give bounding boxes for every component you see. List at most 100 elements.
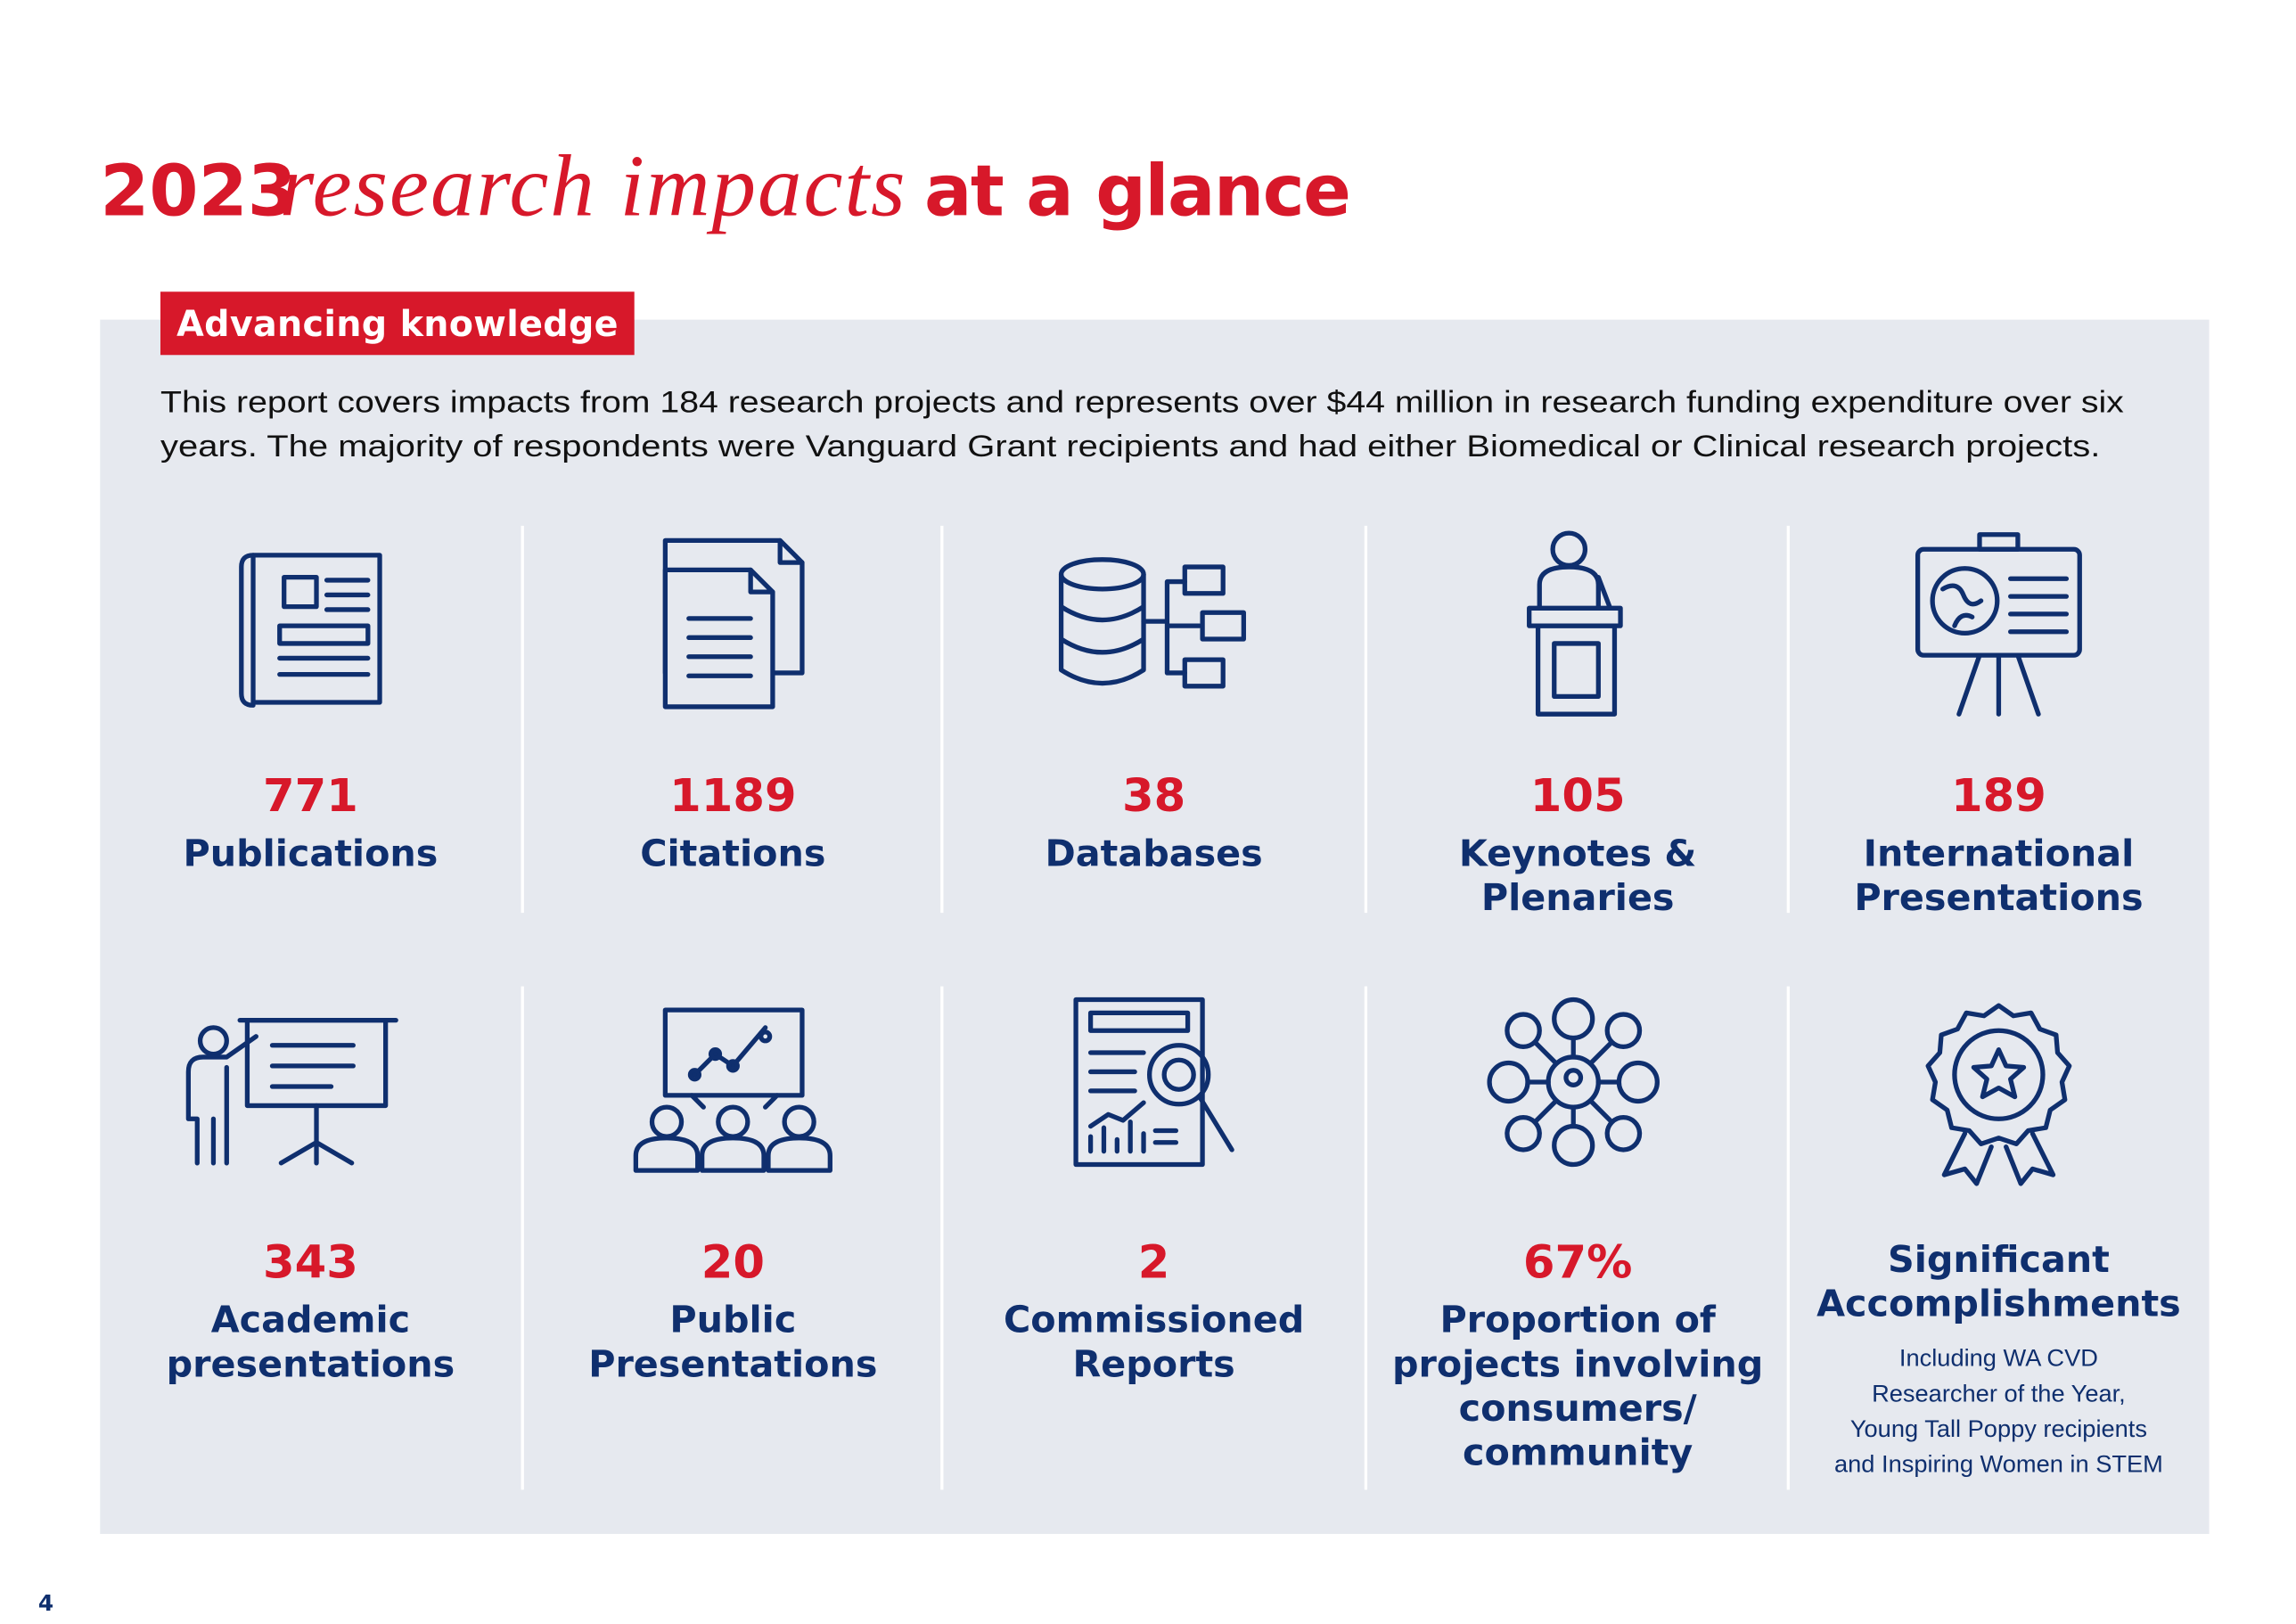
icon-reports-part	[1147, 1043, 1211, 1107]
stat-label: projects involving	[1392, 1342, 1763, 1385]
stat-value: 189	[1951, 769, 2046, 823]
title-script: research impacts	[280, 137, 906, 234]
icon-public-part	[662, 1007, 805, 1098]
icon-badge	[1925, 1003, 2072, 1186]
stat-label: Publications	[183, 832, 438, 874]
icon-reports-part	[1197, 1094, 1234, 1152]
icon-citations	[662, 537, 805, 709]
icon-keynotes-part	[1552, 641, 1601, 700]
title-rest: at a glance	[924, 149, 1351, 232]
icon-databases-part	[1182, 564, 1226, 596]
icon-international-part	[1956, 576, 2070, 717]
stat-note: Young Tall Poppy recipients	[1850, 1415, 2147, 1442]
icon-network-part	[1604, 1114, 1643, 1152]
stat-label: Public	[669, 1299, 796, 1341]
stat-label: Keynotes &	[1459, 832, 1697, 874]
icon-public-part	[692, 1025, 768, 1078]
stat-value: 771	[263, 769, 358, 823]
icon-network-part	[1505, 1012, 1542, 1050]
stat-label: Plenaries	[1481, 876, 1675, 919]
icon-badge-part	[1971, 1047, 2027, 1100]
icon-network-part	[1525, 1035, 1622, 1129]
icon-badge-part	[1941, 1131, 2056, 1186]
icon-network-part	[1505, 1114, 1542, 1152]
icon-network	[1487, 997, 1660, 1168]
dividers	[521, 525, 1790, 1490]
stat-label: Presentations	[588, 1342, 877, 1385]
icon-public	[633, 1007, 832, 1173]
icon-reports-part	[1073, 997, 1205, 1168]
icon-reports-part	[1087, 1100, 1179, 1154]
icon-public-part	[766, 1136, 832, 1173]
stat-note: and Inspiring Women in STEM	[1834, 1450, 2163, 1478]
stat-value: 2	[1138, 1236, 1170, 1290]
icon-reports-part	[1087, 1010, 1191, 1033]
icon-international	[1915, 532, 2082, 717]
page-number: 4	[38, 1590, 53, 1616]
icon-citations-part	[777, 537, 805, 565]
stat-label: Significant	[1888, 1238, 2110, 1281]
icon-databases-part	[1200, 610, 1246, 642]
intro-line: years. The majority of respondents were …	[160, 430, 2100, 463]
icon-academic	[185, 1018, 398, 1166]
icon-badge-part	[1925, 1003, 2072, 1147]
icon-publications-part	[250, 553, 382, 705]
icon-databases-part	[1141, 578, 1202, 676]
stat-value: 105	[1530, 769, 1626, 823]
icon-databases	[1058, 557, 1246, 689]
icon-public-part	[708, 1047, 723, 1062]
title-year: 2023	[100, 149, 297, 232]
intro-line: This report covers impacts from 184 rese…	[160, 386, 2124, 420]
stat-value: 1189	[669, 769, 796, 823]
stat-label: presentations	[167, 1342, 455, 1385]
icon-keynotes	[1527, 530, 1623, 717]
icon-public-part	[758, 1029, 773, 1044]
section-tag: Advancing knowledge	[176, 304, 618, 345]
icon-publications	[239, 553, 382, 708]
icon-reports-part	[1161, 1057, 1196, 1092]
icon-network-part	[1604, 1012, 1643, 1050]
stat-label: Accomplishments	[1816, 1283, 2181, 1325]
stat-value: 20	[701, 1236, 765, 1290]
icon-public-part	[726, 1059, 740, 1073]
stat-value: 67%	[1523, 1236, 1632, 1290]
stat-label: Commissioned	[1004, 1299, 1304, 1341]
icon-international-part	[1930, 566, 2000, 636]
icon-public-part	[700, 1136, 767, 1173]
icon-public-part	[687, 1068, 702, 1082]
stat-value: 343	[263, 1236, 358, 1290]
icon-publications-part	[277, 578, 371, 677]
stat-label: International	[1864, 832, 2135, 874]
icon-reports	[1073, 997, 1234, 1168]
section-tag-box	[160, 291, 635, 356]
icon-public-part	[689, 1093, 780, 1110]
stat-note: Including WA CVD	[1899, 1344, 2098, 1372]
icon-international-part	[1977, 532, 2021, 552]
stat-label: Academic	[211, 1299, 410, 1341]
icon-databases-part	[1058, 571, 1146, 686]
icon-academic-part	[185, 1034, 258, 1166]
icon-publications-part	[282, 574, 319, 610]
stat-label: Proportion of	[1439, 1299, 1716, 1341]
stat-value: 38	[1122, 769, 1185, 823]
stat-label: community	[1463, 1431, 1693, 1473]
icon-databases-part	[1182, 657, 1226, 689]
icon-network-part	[1563, 1068, 1584, 1087]
panel	[100, 319, 2210, 1534]
stat-label: Reports	[1072, 1342, 1234, 1385]
icon-badge-part	[1952, 1028, 2046, 1121]
icon-reports-part	[1087, 1050, 1146, 1094]
icon-keynotes-part	[1537, 564, 1613, 611]
icon-international-part	[1940, 583, 1984, 628]
icon-public-part	[633, 1136, 701, 1173]
icon-keynotes-part	[1535, 623, 1618, 717]
stat-label: Databases	[1046, 832, 1263, 874]
stat-label: Citations	[640, 832, 825, 874]
icon-publications-part	[239, 553, 256, 708]
stat-label: consumers/	[1459, 1387, 1698, 1430]
icon-academic-part	[197, 1025, 229, 1057]
stat-note: Researcher of the Year,	[1872, 1379, 2126, 1407]
stat-label: Presentations	[1854, 876, 2143, 919]
